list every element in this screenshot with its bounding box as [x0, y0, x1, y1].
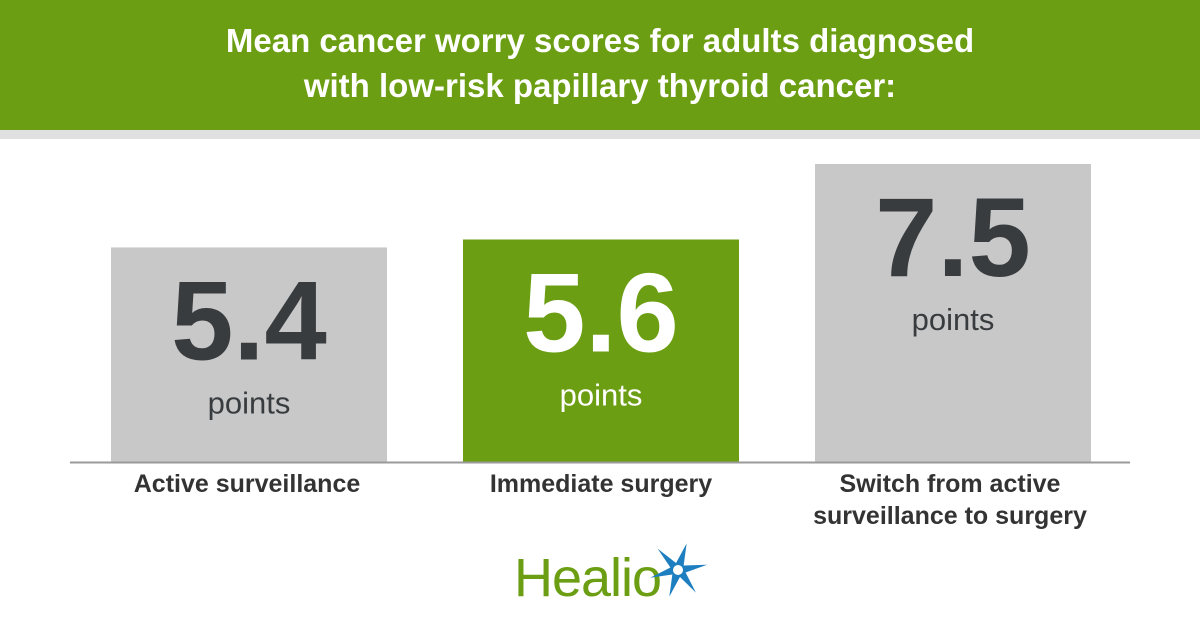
- unit-label-immediate-surgery: points: [560, 377, 643, 412]
- category-label-active-surveillance: Active surveillance: [133, 470, 361, 498]
- bar-immediate-surgery: [463, 239, 739, 462]
- unit-label-active-surveillance: points: [208, 385, 291, 420]
- healio-logo: Healio: [514, 540, 724, 610]
- unit-label-switch-to-surgery: points: [912, 302, 995, 337]
- logo-wordmark: Healio: [514, 548, 662, 608]
- bar-active-surveillance: [111, 247, 387, 462]
- star-icon: [650, 543, 708, 597]
- bar-switch-to-surgery: [815, 164, 1091, 462]
- category-label-immediate-surgery: Immediate surgery: [489, 470, 713, 498]
- header-banner: Mean cancer worry scores for adults diag…: [0, 0, 1200, 130]
- value-label-active-surveillance: 5.4: [171, 258, 327, 383]
- value-label-switch-to-surgery: 7.5: [875, 175, 1031, 300]
- value-label-immediate-surgery: 5.6: [523, 250, 679, 375]
- category-label-switch-to-surgery: Switch from active surveillance to surge…: [813, 470, 1087, 530]
- header-divider: [0, 130, 1200, 139]
- chart-title: Mean cancer worry scores for adults diag…: [225, 22, 975, 104]
